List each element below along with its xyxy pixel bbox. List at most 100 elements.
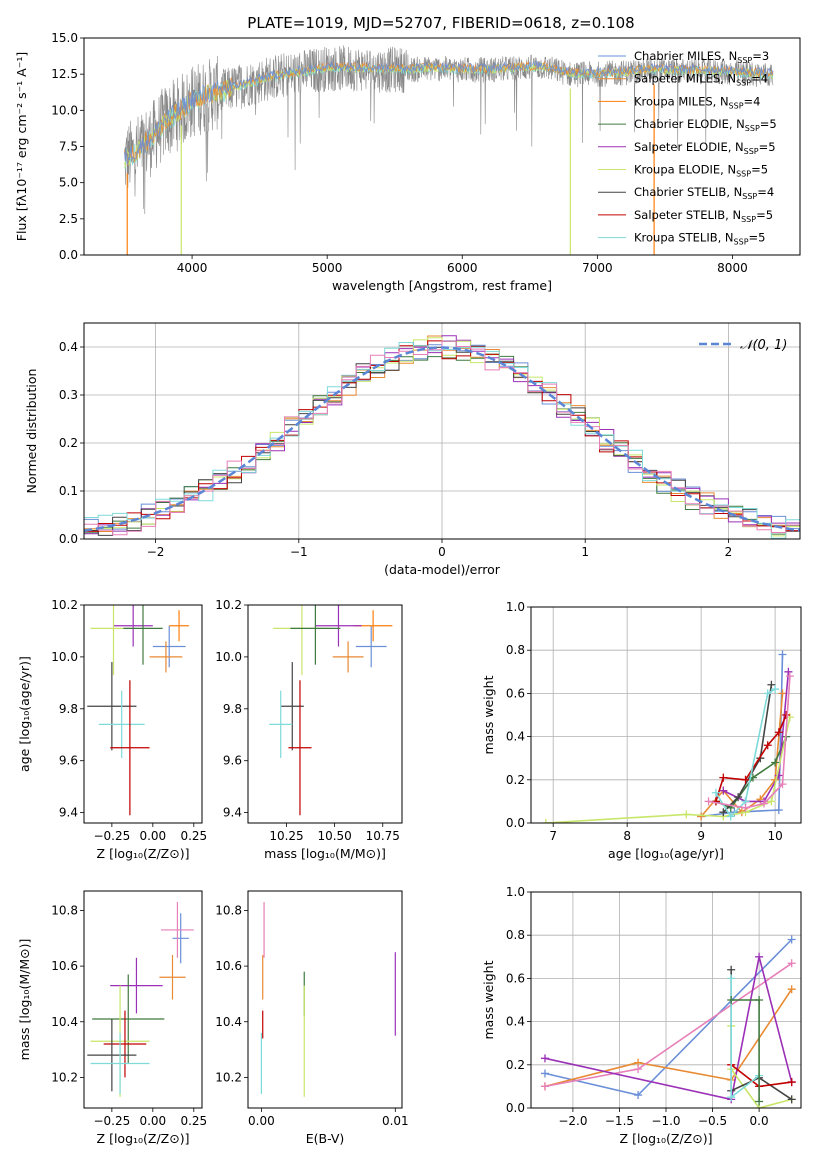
weight-marker — [767, 680, 776, 689]
y-axis-label: age [log₁₀(age/yr)] — [17, 656, 32, 772]
figure-title: PLATE=1019, MJD=52707, FIBERID=0618, z=0… — [247, 14, 634, 32]
y-axis-label: Flux [fλ10⁻¹⁷ erg cm⁻² s⁻¹ A⁻¹] — [14, 52, 29, 241]
y-tick-label: 0.0 — [506, 816, 525, 830]
weight-marker — [755, 952, 764, 961]
y-tick-label: 10.8 — [215, 903, 242, 917]
weight-marker — [711, 797, 720, 806]
axes-frame — [530, 891, 802, 1109]
weight-marker — [787, 1078, 796, 1087]
weight-line — [544, 988, 793, 1088]
x-tick-label: −1 — [290, 545, 308, 559]
weight-vs-Z-plot — [540, 935, 796, 1108]
x-tick-label: 7000 — [582, 261, 613, 275]
x-axis-label: (data-model)/error — [384, 562, 501, 577]
x-tick-label: −0.5 — [698, 1114, 727, 1128]
axes-frame — [530, 606, 802, 824]
weight-marker — [704, 797, 713, 806]
residuals-plot — [84, 335, 800, 539]
y-tick-label: 0.4 — [506, 730, 525, 744]
weight-marker — [787, 935, 796, 944]
weight-marker — [774, 771, 783, 780]
x-tick-label: −0.25 — [93, 829, 130, 843]
y-tick-label: 1.0 — [506, 600, 525, 614]
weight-marker — [682, 810, 691, 819]
y-tick-label: 7.5 — [59, 140, 78, 154]
spectrum-legend: Chabrier MILES, NSSP=3 Salpeter MILES, NS… — [598, 49, 777, 247]
age-vs-Z-panel: −0.25 0.00 0.25 9.4 9.6 9.8 10.0 10.2 Z [log₁₀(Z… — [17, 598, 207, 861]
weight-marker — [541, 819, 550, 823]
x-tick-label: −2.0 — [558, 1114, 587, 1128]
weight-marker — [711, 788, 720, 797]
axes-frame — [83, 890, 203, 1109]
x-tick-label: 0 — [438, 545, 446, 559]
x-tick-label: 8 — [623, 829, 631, 843]
weight-marker — [774, 806, 783, 815]
weight-marker — [719, 786, 728, 795]
y-tick-label: 10.2 — [51, 1070, 78, 1084]
weight-marker — [778, 689, 787, 698]
y-tick-label: 1.0 — [506, 885, 525, 899]
weight-line — [700, 693, 784, 818]
x-tick-label: 2 — [725, 545, 733, 559]
x-tick-label: 0.00 — [248, 1114, 275, 1128]
weight-marker — [782, 711, 791, 719]
y-tick-label: 0.0 — [59, 248, 78, 262]
legend-label: Chabrier STELIB, NSSP=4 — [634, 185, 774, 201]
y-tick-label: 10.2 — [51, 598, 78, 612]
y-tick-label: 2.5 — [59, 212, 78, 226]
weight-marker — [727, 1093, 736, 1102]
mass-vs-Z-panel: −0.25 0.00 0.25 10.2 10.4 10.6 10.8 Z [log₁₀(Z/… — [17, 890, 207, 1146]
y-tick-label: 9.8 — [59, 702, 78, 716]
y-axis-label: mass [log₁₀(M/M⊙)] — [17, 939, 32, 1061]
y-tick-label: 0.8 — [506, 928, 525, 942]
y-tick-label: 10.0 — [51, 650, 78, 664]
age-vs-mass-plot — [269, 605, 393, 816]
y-tick-label: 0.2 — [59, 436, 78, 450]
x-tick-label: 10.75 — [366, 829, 400, 843]
weight-marker — [785, 672, 794, 681]
y-tick-label: 5.0 — [59, 176, 78, 190]
weight-marker — [727, 974, 736, 983]
weight-marker — [778, 780, 787, 789]
weight-vs-age-panel: 7 8 9 10 0.0 0.2 0.4 0.6 0.8 1.0 age [log₁₀(age/yr… — [481, 600, 802, 861]
weight-marker — [784, 667, 793, 676]
x-tick-label: 4000 — [177, 261, 208, 275]
x-tick-label: −1.0 — [651, 1114, 680, 1128]
spectrum-plot — [124, 45, 774, 255]
x-tick-label: 10.50 — [317, 829, 351, 843]
spectrum-model-line — [124, 60, 774, 165]
y-tick-label: 0.4 — [59, 340, 78, 354]
weight-marker — [634, 1065, 643, 1074]
legend-label: Salpeter MILES, NSSP=4 — [634, 72, 768, 88]
x-tick-label: 0.25 — [180, 829, 207, 843]
weight-marker — [540, 1069, 549, 1078]
weight-marker — [734, 793, 743, 802]
y-tick-label: 0.4 — [506, 1015, 525, 1029]
y-tick-label: 0.1 — [59, 484, 78, 498]
y-tick-label: 9.6 — [59, 754, 78, 768]
axes-frame — [247, 890, 403, 1109]
age-vs-Z-plot — [87, 605, 189, 816]
weight-marker — [787, 985, 796, 994]
legend-label: Salpeter ELODIE, NSSP=5 — [634, 140, 776, 156]
axes-frame — [83, 604, 203, 824]
histogram-step — [84, 340, 800, 539]
x-axis-label: mass [log₁₀(M/M⊙)] — [264, 846, 386, 861]
weight-marker — [771, 758, 780, 767]
y-tick-label: 0.2 — [506, 1058, 525, 1072]
x-tick-label: 0.25 — [180, 1114, 207, 1128]
weight-marker — [719, 773, 728, 782]
legend-label: Salpeter STELIB, NSSP=5 — [634, 208, 773, 224]
y-tick-label: 10.0 — [51, 103, 78, 117]
y-tick-label: 9.4 — [223, 806, 242, 820]
x-tick-label: 9 — [697, 829, 705, 843]
mass-vs-EBV-panel: 0.00 0.01 10.2 10.4 10.6 10.8 E(B-V) — [215, 890, 409, 1146]
weight-marker — [741, 803, 750, 812]
x-axis-label: age [log₁₀(age/yr)] — [608, 846, 724, 861]
weight-marker — [755, 996, 764, 1004]
legend-label: Kroupa ELODIE, NSSP=5 — [634, 163, 768, 179]
y-tick-label: 10.0 — [215, 650, 242, 664]
x-axis-label: wavelength [Angstrom, rest frame] — [332, 278, 552, 293]
x-tick-label: 10 — [767, 829, 782, 843]
